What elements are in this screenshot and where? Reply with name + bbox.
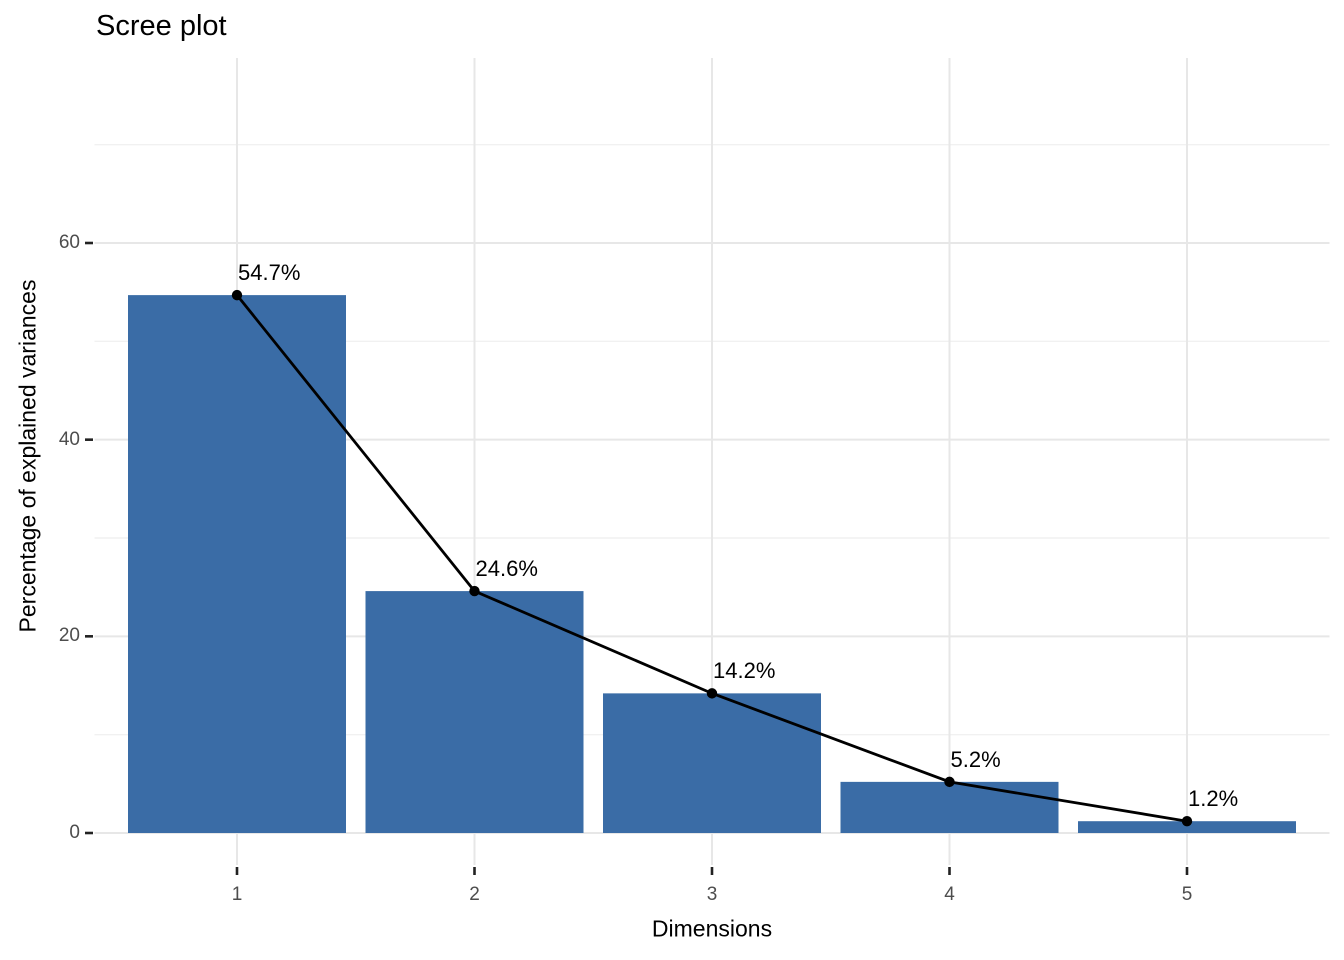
x-axis-title: Dimensions: [651, 915, 773, 942]
bar-value-label: 1.2%: [1188, 786, 1239, 812]
bar-value-label: 24.6%: [475, 556, 538, 582]
x-tick-label: 4: [944, 884, 955, 905]
y-tick-label: 20: [58, 625, 80, 647]
plot-title: Scree plot: [96, 10, 227, 42]
x-tick-label: 5: [1181, 884, 1193, 905]
bar: [603, 693, 821, 833]
data-point: [706, 688, 718, 699]
y-tick-label: 0: [69, 822, 80, 843]
x-tick-label: 1: [231, 884, 243, 905]
data-point: [944, 776, 955, 788]
bar-value-label: 54.7%: [238, 260, 301, 286]
x-tick-label: 3: [706, 884, 718, 905]
y-tick-label: 40: [58, 428, 80, 450]
y-tick-label: 60: [58, 232, 80, 253]
bar-value-label: 5.2%: [950, 746, 1001, 772]
data-point: [1181, 816, 1193, 827]
bar: [365, 591, 584, 833]
data-point: [469, 585, 480, 597]
data-point: [231, 289, 243, 301]
y-axis-title: Percentage of explained variances: [14, 279, 41, 633]
x-tick-label: 2: [469, 884, 480, 905]
bar: [840, 781, 1059, 833]
bar: [1078, 821, 1296, 833]
bar-value-label: 14.2%: [713, 658, 776, 684]
bar: [128, 295, 346, 833]
